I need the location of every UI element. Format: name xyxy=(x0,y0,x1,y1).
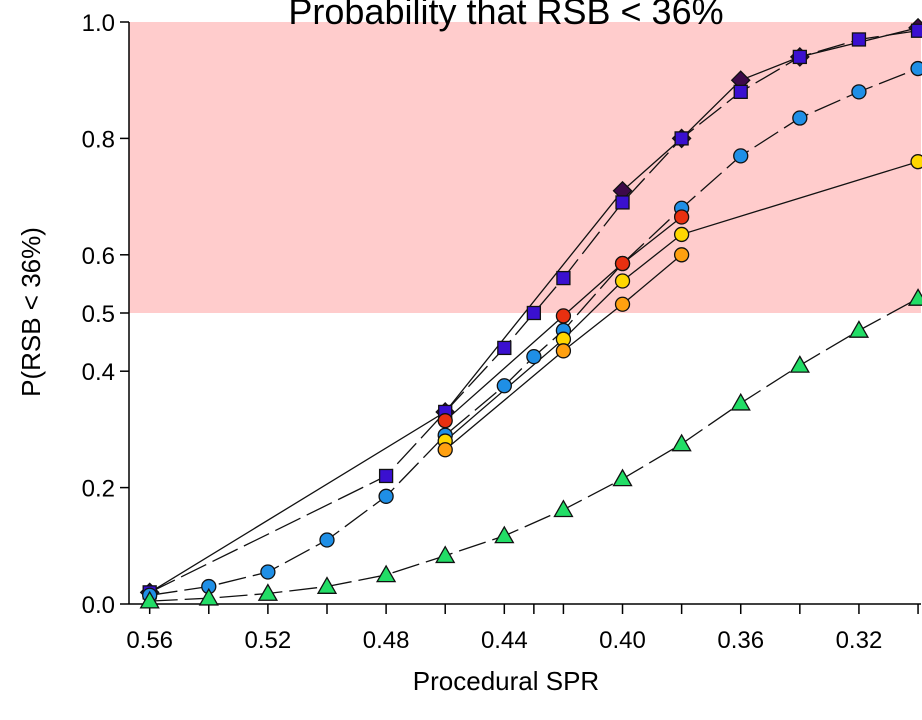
data-point xyxy=(319,532,335,548)
data-point xyxy=(910,23,922,38)
marker-layer xyxy=(139,17,922,609)
data-point xyxy=(378,488,394,504)
data-point xyxy=(910,60,922,77)
series-line-6 xyxy=(444,254,683,451)
x-tick-label: 0.36 xyxy=(717,627,764,654)
data-point xyxy=(260,564,276,580)
y-axis-title: P(RSB < 36%) xyxy=(16,227,46,397)
series-line-2 xyxy=(149,30,919,593)
data-point xyxy=(553,499,574,518)
data-point xyxy=(614,273,631,289)
y-tick-label: 0.5 xyxy=(82,301,115,328)
data-point xyxy=(910,154,922,170)
data-point xyxy=(733,148,749,164)
y-tick-label: 0.0 xyxy=(82,592,115,619)
data-point xyxy=(494,525,515,544)
series-line-7 xyxy=(149,297,919,602)
data-point xyxy=(139,590,160,609)
data-point xyxy=(848,320,870,338)
data-point xyxy=(375,564,397,583)
y-tick-label: 1.0 xyxy=(82,10,115,37)
data-point xyxy=(789,355,810,373)
text-layer: Probability that RSB < 36% Procedural SP… xyxy=(16,0,882,696)
y-tick-label: 0.2 xyxy=(82,476,115,503)
axes-layer xyxy=(120,21,921,614)
data-point xyxy=(673,247,690,263)
chart-title: Probability that RSB < 36% xyxy=(288,0,723,32)
data-point xyxy=(437,442,453,458)
data-point xyxy=(437,413,453,429)
shaded-region xyxy=(129,22,921,313)
data-point xyxy=(526,348,542,365)
data-point xyxy=(198,587,219,606)
data-point xyxy=(497,340,512,356)
data-point xyxy=(555,308,572,324)
data-point xyxy=(792,110,808,126)
data-point xyxy=(851,32,867,47)
shaded-region-layer xyxy=(129,22,921,313)
data-point xyxy=(435,545,456,564)
y-tick-label: 0.4 xyxy=(82,359,115,386)
x-tick-label: 0.40 xyxy=(599,627,646,654)
data-point xyxy=(671,433,692,452)
x-tick-label: 0.56 xyxy=(126,627,173,654)
data-point xyxy=(674,131,689,146)
data-point xyxy=(526,305,542,321)
y-tick-label: 0.6 xyxy=(82,243,115,270)
data-point xyxy=(555,343,572,359)
data-point xyxy=(733,84,748,99)
data-point xyxy=(378,468,394,484)
data-point xyxy=(730,392,751,411)
data-point xyxy=(673,209,690,225)
data-point xyxy=(496,378,512,394)
data-point xyxy=(907,288,922,306)
y-tick-label: 0.8 xyxy=(82,126,115,153)
x-tick-label: 0.44 xyxy=(481,627,528,654)
data-point xyxy=(612,468,633,487)
x-tick-label: 0.52 xyxy=(245,627,292,654)
data-point xyxy=(851,84,867,100)
data-point xyxy=(556,270,571,286)
data-point xyxy=(673,226,690,243)
data-point xyxy=(257,583,279,601)
x-tick-label: 0.32 xyxy=(836,627,883,654)
x-tick-label: 0.48 xyxy=(363,627,410,654)
data-point xyxy=(614,255,631,272)
data-point xyxy=(316,576,338,594)
series-line-4 xyxy=(444,216,683,422)
data-point xyxy=(614,296,631,312)
x-axis-title: Procedural SPR xyxy=(413,666,599,696)
data-point xyxy=(792,49,807,65)
data-point xyxy=(615,195,630,210)
